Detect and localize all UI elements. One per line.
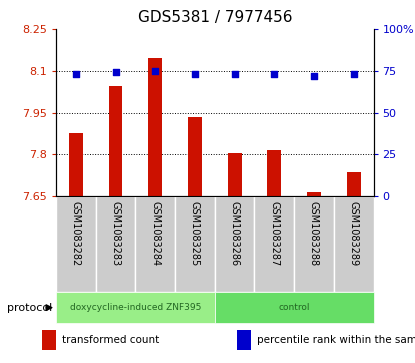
Bar bbox=[109, 86, 122, 196]
Text: GSM1083285: GSM1083285 bbox=[190, 201, 200, 266]
Bar bbox=[237, 330, 251, 350]
Text: GSM1083287: GSM1083287 bbox=[269, 201, 279, 266]
Bar bbox=[267, 150, 281, 196]
Bar bbox=[96, 196, 135, 292]
Bar bbox=[334, 196, 374, 292]
Bar bbox=[307, 192, 321, 196]
Text: doxycycline-induced ZNF395: doxycycline-induced ZNF395 bbox=[70, 303, 201, 312]
Title: GDS5381 / 7977456: GDS5381 / 7977456 bbox=[137, 10, 292, 25]
Bar bbox=[175, 196, 215, 292]
Bar bbox=[215, 292, 374, 323]
Bar bbox=[254, 196, 294, 292]
Text: transformed count: transformed count bbox=[62, 335, 159, 346]
Point bbox=[192, 71, 198, 77]
Bar bbox=[294, 196, 334, 292]
Bar bbox=[69, 133, 83, 196]
Text: GSM1083286: GSM1083286 bbox=[229, 201, 239, 266]
Point bbox=[231, 71, 238, 77]
Point bbox=[271, 71, 278, 77]
Text: percentile rank within the sample: percentile rank within the sample bbox=[257, 335, 415, 346]
Point bbox=[311, 73, 317, 79]
Text: GSM1083282: GSM1083282 bbox=[71, 201, 81, 266]
Bar bbox=[347, 172, 361, 196]
Text: control: control bbox=[278, 303, 310, 312]
Text: protocol: protocol bbox=[7, 303, 52, 313]
Text: GSM1083288: GSM1083288 bbox=[309, 201, 319, 266]
Point bbox=[73, 71, 79, 77]
Text: GSM1083289: GSM1083289 bbox=[349, 201, 359, 266]
Bar bbox=[56, 292, 215, 323]
Point bbox=[112, 70, 119, 76]
Bar bbox=[135, 196, 175, 292]
Point bbox=[152, 68, 159, 74]
Text: GSM1083284: GSM1083284 bbox=[150, 201, 160, 266]
Bar bbox=[42, 330, 56, 350]
Bar bbox=[188, 117, 202, 196]
Bar bbox=[148, 58, 162, 196]
Point bbox=[350, 71, 357, 77]
Bar bbox=[215, 196, 254, 292]
Bar bbox=[228, 153, 242, 196]
Text: GSM1083283: GSM1083283 bbox=[110, 201, 120, 266]
Bar bbox=[56, 196, 96, 292]
